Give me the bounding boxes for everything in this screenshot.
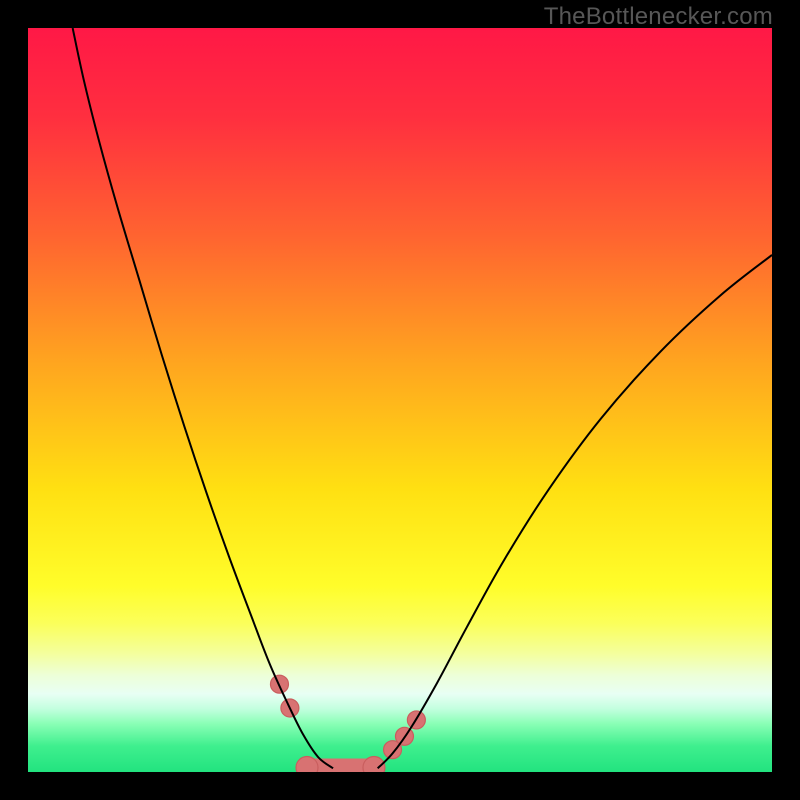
bottleneck-chart (28, 28, 772, 772)
gradient-background (28, 28, 772, 772)
plot-area (28, 28, 772, 772)
watermark-text: TheBottlenecker.com (544, 3, 773, 31)
